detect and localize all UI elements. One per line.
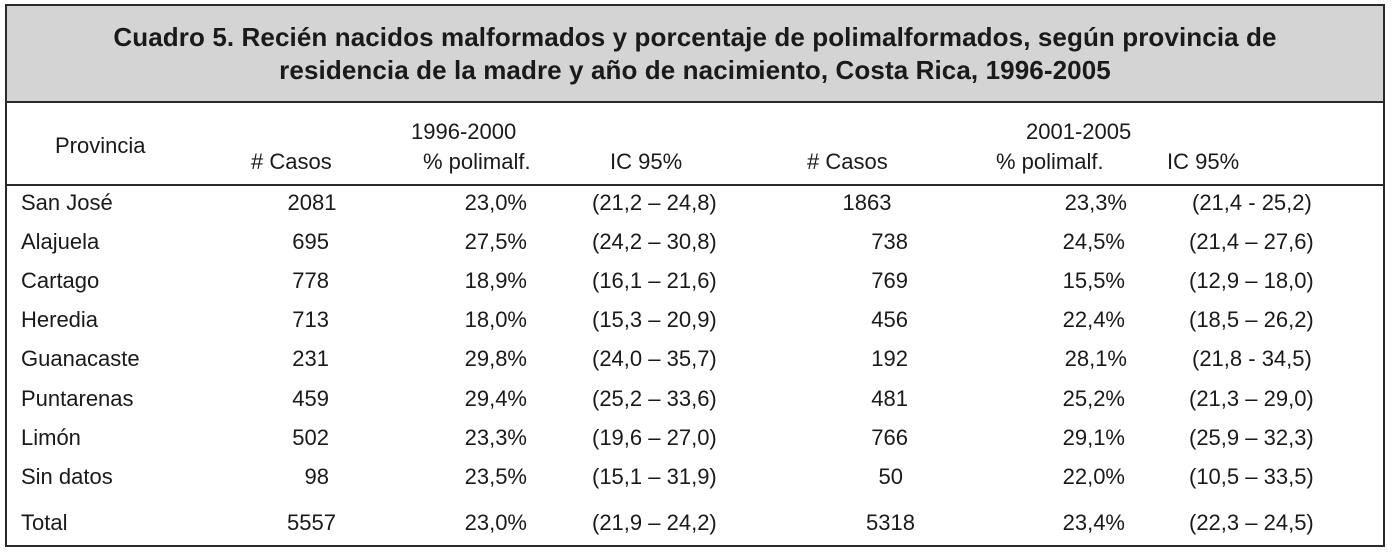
cell-ic-2: (21,4 - 25,2)	[1192, 190, 1312, 215]
cell-casos-2: 738	[871, 229, 908, 254]
cell-casos-2: 769	[871, 268, 908, 293]
cell-ic-2: (18,5 – 26,2)	[1189, 307, 1314, 332]
cell-provincia: Sin datos	[21, 464, 113, 489]
table-row: Sin datos 98 23,5% (15,1 – 31,9) 50 22,0…	[7, 464, 1383, 490]
cell-ic-2: (25,9 – 32,3)	[1189, 425, 1314, 450]
cell-ic-2: (21,3 – 29,0)	[1189, 386, 1314, 411]
table-frame: Cuadro 5. Recién nacidos malformados y p…	[5, 4, 1385, 547]
cell-ic-1: (15,3 – 20,9)	[592, 307, 717, 332]
cell-pct-2: 23,4%	[1062, 510, 1125, 535]
cell-pct-2: 15,5%	[1062, 268, 1125, 293]
table-row: Alajuela 695 27,5% (24,2 – 30,8) 738 24,…	[7, 229, 1383, 255]
cell-casos-1: 5557	[287, 510, 336, 535]
header-provincia: Provincia	[55, 133, 146, 158]
cell-ic-1: (25,2 – 33,6)	[592, 386, 717, 411]
cell-casos-2: 481	[871, 386, 908, 411]
cell-provincia: Guanacaste	[21, 346, 140, 371]
cell-casos-1: 98	[304, 464, 329, 489]
cell-casos-1: 713	[292, 307, 329, 332]
header-pct-2: % polimalf.	[996, 149, 1104, 174]
cell-pct-2: 25,2%	[1062, 386, 1125, 411]
cell-pct-2: 29,1%	[1062, 425, 1125, 450]
header-divider	[7, 184, 1383, 186]
cell-provincia: Total	[21, 510, 68, 535]
cell-provincia: Alajuela	[21, 229, 100, 254]
cell-pct-1: 23,3%	[464, 425, 527, 450]
cell-provincia: Limón	[21, 425, 81, 450]
cell-casos-2: 1863	[842, 190, 892, 215]
header-casos-1: # Casos	[251, 149, 332, 174]
cell-casos-1: 502	[292, 425, 329, 450]
cell-casos-1: 778	[292, 268, 329, 293]
cell-pct-1: 29,8%	[464, 346, 527, 371]
table-row: Cartago 778 18,9% (16,1 – 21,6) 769 15,5…	[7, 268, 1383, 294]
cell-casos-1: 695	[292, 229, 329, 254]
cell-pct-1: 23,0%	[464, 190, 527, 215]
cell-pct-1: 18,0%	[464, 307, 527, 332]
table-row: San José 2081 23,0% (21,2 – 24,8) 1863 2…	[7, 190, 1383, 216]
cell-casos-1: 231	[292, 346, 329, 371]
cell-pct-2: 22,4%	[1062, 307, 1125, 332]
table-row: Heredia 713 18,0% (15,3 – 20,9) 456 22,4…	[7, 307, 1383, 333]
header-ic-2: IC 95%	[1167, 149, 1240, 174]
cell-ic-1: (16,1 – 21,6)	[592, 268, 717, 293]
cell-ic-1: (24,2 – 30,8)	[592, 229, 717, 254]
cell-pct-2: 28,1%	[1064, 346, 1127, 371]
table-row: Puntarenas 459 29,4% (25,2 – 33,6) 481 2…	[7, 386, 1383, 412]
header-period-2: 2001-2005	[1026, 119, 1132, 144]
cell-ic-1: (24,0 – 35,7)	[592, 346, 717, 371]
header-casos-2: # Casos	[807, 149, 888, 174]
cell-casos-2: 766	[871, 425, 908, 450]
cell-casos-2: 50	[878, 464, 903, 489]
cell-pct-2: 22,0%	[1062, 464, 1125, 489]
table-title: Cuadro 5. Recién nacidos malformados y p…	[7, 6, 1383, 103]
header-pct-1: % polimalf.	[423, 149, 531, 174]
cell-ic-2: (12,9 – 18,0)	[1189, 268, 1314, 293]
cell-casos-1: 459	[292, 386, 329, 411]
cell-pct-1: 23,5%	[464, 464, 527, 489]
header-period-1: 1996-2000	[411, 119, 517, 144]
cell-casos-2: 456	[871, 307, 908, 332]
cell-ic-1: (21,2 – 24,8)	[592, 190, 717, 215]
cell-pct-1: 27,5%	[464, 229, 527, 254]
cell-pct-2: 24,5%	[1062, 229, 1125, 254]
cell-provincia: Heredia	[21, 307, 99, 332]
cell-ic-2: (21,8 - 34,5)	[1192, 346, 1312, 371]
cell-ic-1: (19,6 – 27,0)	[592, 425, 717, 450]
table-row: Guanacaste 231 29,8% (24,0 – 35,7) 192 2…	[7, 346, 1383, 372]
cell-ic-2: (22,3 – 24,5)	[1189, 510, 1314, 535]
cell-ic-2: (21,4 – 27,6)	[1189, 229, 1314, 254]
cell-pct-1: 29,4%	[464, 386, 527, 411]
cell-provincia: San José	[21, 190, 113, 215]
cell-pct-1: 18,9%	[464, 268, 527, 293]
cell-ic-1: (15,1 – 31,9)	[592, 464, 717, 489]
title-line-2: residencia de la madre y año de nacimien…	[279, 54, 1111, 85]
table-row-total: Total 5557 23,0% (21,9 – 24,2) 5318 23,4…	[7, 510, 1383, 536]
cell-provincia: Cartago	[21, 268, 100, 293]
cell-ic-2: (10,5 – 33,5)	[1189, 464, 1314, 489]
cell-casos-2: 192	[871, 346, 908, 371]
header-ic-1: IC 95%	[610, 149, 683, 174]
cell-casos-1: 2081	[287, 190, 337, 215]
cell-pct-1: 23,0%	[464, 510, 527, 535]
cell-ic-1: (21,9 – 24,2)	[592, 510, 717, 535]
cell-provincia: Puntarenas	[21, 386, 134, 411]
title-line-1: Cuadro 5. Recién nacidos malformados y p…	[113, 21, 1277, 52]
cell-pct-2: 23,3%	[1064, 190, 1127, 215]
table-row: Limón 502 23,3% (19,6 – 27,0) 766 29,1% …	[7, 425, 1383, 451]
cell-casos-2: 5318	[866, 510, 915, 535]
